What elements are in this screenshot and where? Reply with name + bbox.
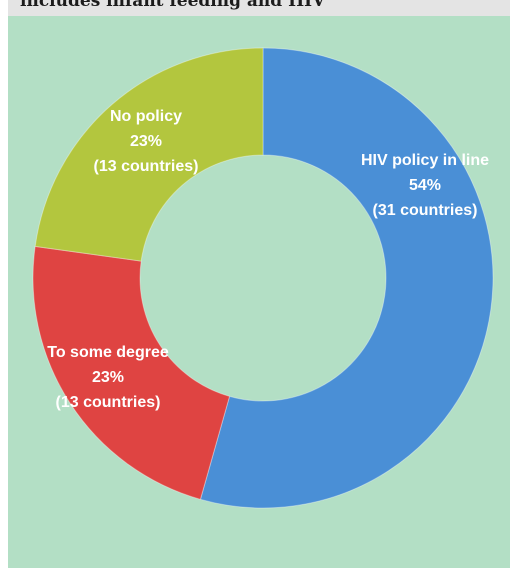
slice-label: To some degree [47,344,169,361]
slice-label: No policy [110,108,182,125]
donut-slices [32,47,494,509]
slice-percent-label: 54% [409,177,441,194]
slice-labels: HIV policy in line 54% (31 countries) To so… [47,108,489,411]
slice-count-label: (13 countries) [94,158,199,175]
chart-title: includes infant feeding and HIV [20,0,326,11]
title-strip: includes infant feeding and HIV [8,0,510,16]
slice-to-some-degree [32,245,231,500]
slice-hiv-policy-in-line [199,47,494,509]
slice-no-policy [34,47,264,262]
slice-percent-label: 23% [92,369,124,386]
slice-count-label: (13 countries) [56,394,161,411]
slice-percent-label: 23% [130,133,162,150]
slice-count-label: (31 countries) [373,202,478,219]
slice-label: HIV policy in line [361,152,489,169]
